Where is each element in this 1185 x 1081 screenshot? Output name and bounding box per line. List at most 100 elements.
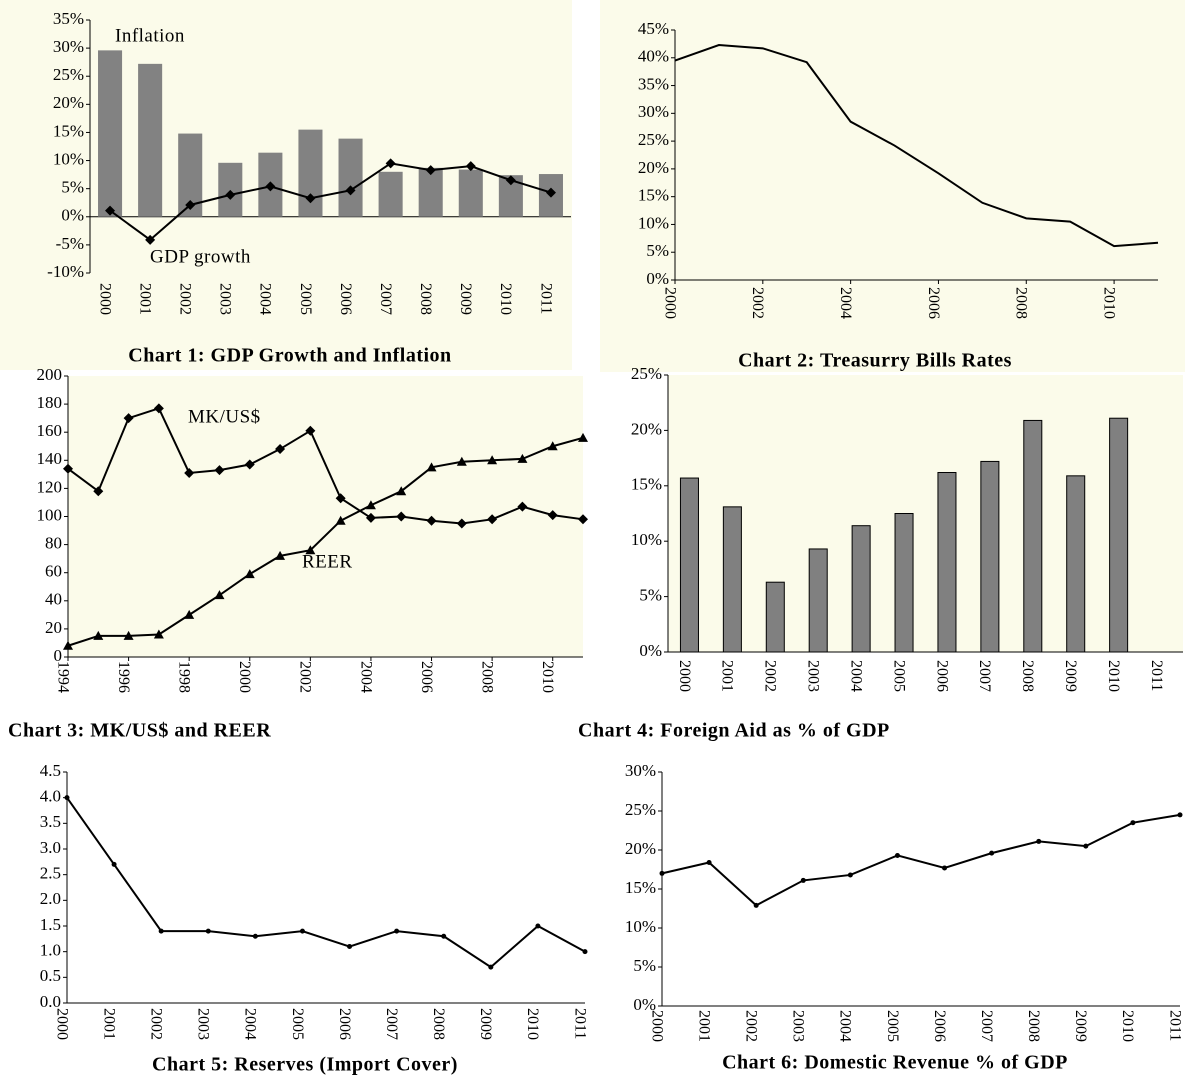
y-tick-label: 15% bbox=[631, 475, 662, 494]
y-tick-label: 80 bbox=[45, 534, 62, 553]
bar bbox=[418, 167, 443, 217]
y-tick-label: -5% bbox=[56, 234, 84, 253]
chart-title: Chart 1: GDP Growth and Inflation bbox=[128, 345, 451, 367]
x-tick-label: 2008 bbox=[478, 661, 495, 693]
y-tick-label: 0 bbox=[54, 646, 63, 665]
marker bbox=[111, 861, 117, 867]
panel-background bbox=[600, 0, 1185, 372]
x-tick-label: 2001 bbox=[719, 660, 736, 692]
marker bbox=[365, 500, 376, 510]
x-tick-label: 2010 bbox=[539, 661, 556, 693]
x-tick-label: 2008 bbox=[1025, 1010, 1042, 1042]
x-tick-label: 2004 bbox=[837, 1010, 854, 1042]
bar bbox=[218, 162, 243, 217]
marker bbox=[299, 928, 305, 934]
y-tick-label: 15% bbox=[625, 878, 656, 897]
bar bbox=[378, 171, 403, 217]
bar bbox=[808, 548, 828, 653]
bar bbox=[1023, 419, 1043, 653]
line bbox=[109, 162, 552, 242]
y-tick-label: 20% bbox=[638, 158, 669, 177]
marker bbox=[396, 486, 407, 496]
x-tick-label: 2006 bbox=[418, 661, 435, 693]
y-tick-label: 2.0 bbox=[40, 889, 61, 908]
y-tick-label: 0% bbox=[61, 206, 84, 225]
x-tick-label: 2002 bbox=[148, 1008, 165, 1040]
bar bbox=[679, 477, 699, 653]
marker bbox=[441, 933, 447, 939]
series-label: REER bbox=[302, 551, 353, 572]
y-tick-label: 30% bbox=[53, 37, 84, 56]
bar bbox=[458, 169, 483, 217]
bar bbox=[894, 513, 914, 653]
marker bbox=[800, 877, 806, 883]
marker bbox=[244, 569, 255, 579]
x-tick-label: 2002 bbox=[762, 660, 779, 692]
marker bbox=[582, 949, 588, 955]
x-tick-label: 2006 bbox=[336, 1008, 353, 1040]
y-tick-label: 60 bbox=[45, 562, 62, 581]
x-tick-label: 2010 bbox=[1119, 1010, 1136, 1042]
y-tick-label: 5% bbox=[61, 178, 84, 197]
x-tick-label: 2000 bbox=[96, 283, 113, 315]
marker bbox=[214, 590, 225, 600]
y-tick-label: 15% bbox=[638, 186, 669, 205]
x-tick-label: 2009 bbox=[477, 1008, 494, 1040]
x-tick-label: 2000 bbox=[648, 1010, 665, 1042]
y-tick-label: 25% bbox=[638, 130, 669, 149]
x-tick-label: 2003 bbox=[217, 283, 234, 315]
x-tick-label: 2008 bbox=[417, 283, 434, 315]
marker bbox=[365, 512, 376, 523]
marker bbox=[347, 944, 353, 950]
y-tick-label: 0.0 bbox=[40, 992, 61, 1011]
marker bbox=[487, 514, 498, 525]
x-tick-label: 2011 bbox=[571, 1008, 588, 1039]
x-tick-label: 2009 bbox=[457, 283, 474, 315]
x-tick-label: 2004 bbox=[847, 660, 864, 692]
line bbox=[67, 407, 584, 525]
line bbox=[66, 797, 586, 969]
y-tick-label: 5% bbox=[633, 956, 656, 975]
x-tick-label: 2011 bbox=[1166, 1010, 1183, 1041]
y-tick-label: 25% bbox=[53, 65, 84, 84]
y-tick-label: 4.0 bbox=[40, 787, 61, 806]
x-tick-label: 2007 bbox=[976, 660, 993, 692]
x-tick-label: 2005 bbox=[884, 1010, 901, 1042]
line bbox=[674, 43, 1159, 248]
marker bbox=[184, 609, 195, 619]
y-tick-label: -10% bbox=[47, 262, 84, 281]
x-tick-label: 2000 bbox=[661, 287, 678, 319]
x-tick-label: 2009 bbox=[1062, 660, 1079, 692]
marker bbox=[123, 413, 134, 424]
y-tick-label: 20% bbox=[53, 93, 84, 112]
bar bbox=[980, 460, 1000, 653]
chart-title: Chart 2: Treasurry Bills Rates bbox=[738, 350, 1012, 372]
y-tick-label: 10% bbox=[631, 530, 662, 549]
marker bbox=[64, 795, 70, 801]
marker bbox=[1130, 820, 1136, 826]
x-tick-label: 2002 bbox=[177, 283, 194, 315]
y-tick-label: 30% bbox=[638, 102, 669, 121]
marker bbox=[275, 550, 286, 560]
panel-background bbox=[68, 376, 583, 657]
marker bbox=[488, 964, 494, 970]
bar bbox=[937, 472, 957, 653]
x-tick-label: 2004 bbox=[357, 661, 374, 693]
marker bbox=[305, 425, 316, 436]
y-tick-label: 10% bbox=[625, 917, 656, 936]
x-tick-label: 2002 bbox=[297, 661, 314, 693]
marker bbox=[465, 161, 476, 172]
marker bbox=[894, 852, 900, 858]
y-tick-label: 0.5 bbox=[40, 966, 61, 985]
y-tick-label: 5% bbox=[646, 241, 669, 260]
y-tick-label: 100 bbox=[37, 505, 63, 524]
panel-background bbox=[668, 375, 1183, 652]
x-tick-label: 2010 bbox=[1105, 660, 1122, 692]
marker bbox=[456, 456, 467, 466]
marker bbox=[335, 493, 346, 504]
marker bbox=[517, 501, 528, 512]
x-tick-label: 2004 bbox=[242, 1008, 259, 1040]
marker bbox=[578, 432, 588, 442]
y-tick-label: 3.5 bbox=[40, 812, 61, 831]
x-tick-label: 2008 bbox=[1013, 287, 1030, 319]
